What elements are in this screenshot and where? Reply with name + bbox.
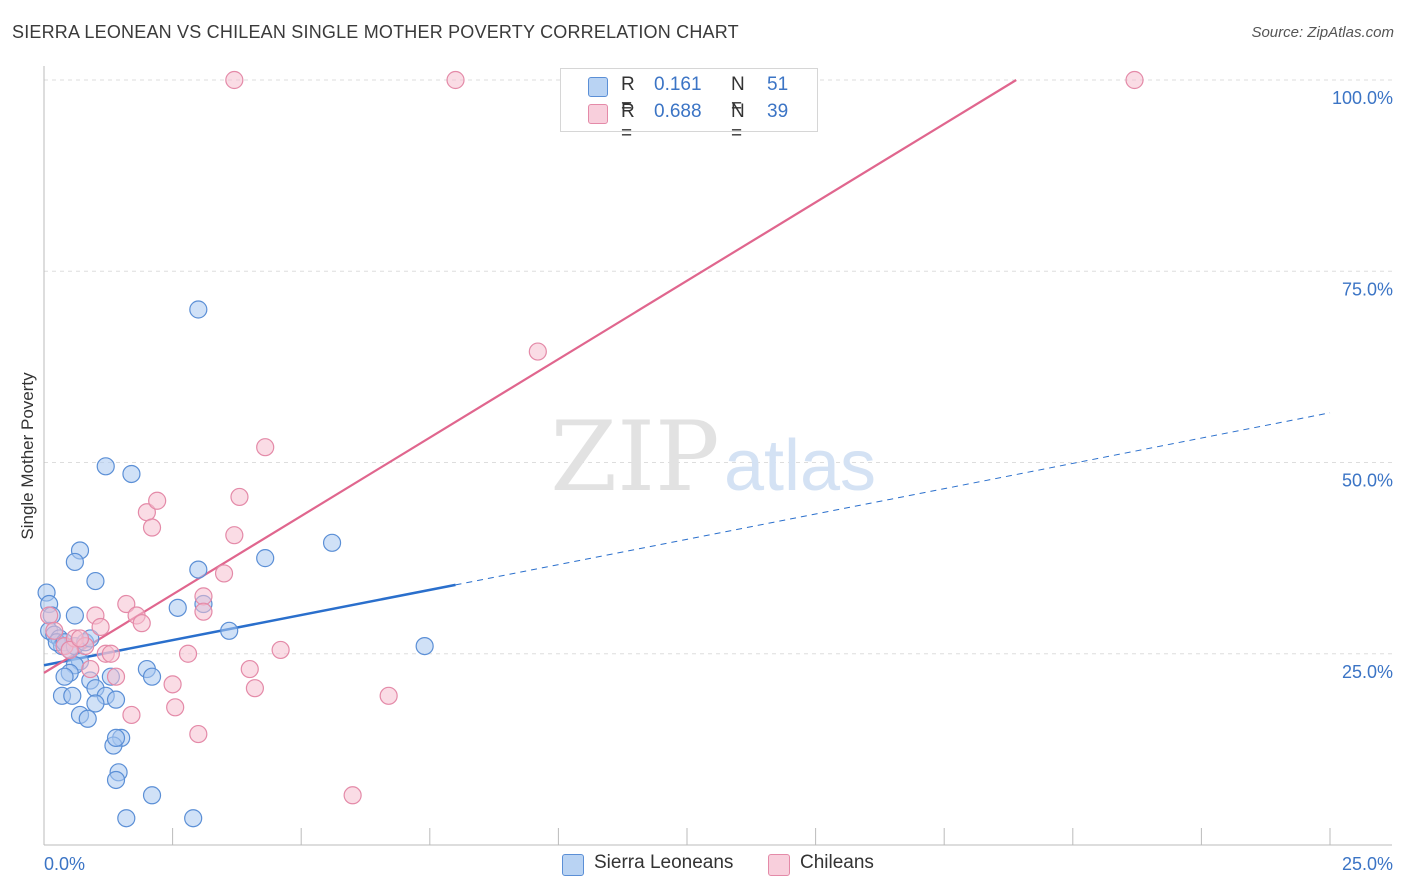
legend-swatch-pink: [588, 104, 608, 124]
y-tick-label: 100.0%: [1332, 88, 1393, 108]
data-point-sierra-leoneans: [184, 809, 203, 828]
data-point-chileans: [81, 659, 100, 679]
data-point-chileans: [163, 675, 182, 694]
data-point-chileans: [194, 602, 213, 621]
legend-swatch-blue: [588, 77, 608, 97]
data-point-chileans: [142, 518, 162, 537]
y-tick-label: 50.0%: [1342, 471, 1393, 491]
correlation-legend: R = 0.161 N = 51 R = 0.688 N = 39: [560, 68, 818, 144]
data-point-chileans: [240, 659, 259, 679]
data-point-sierra-leoneans: [189, 560, 208, 579]
data-point-chileans: [245, 679, 265, 698]
data-point-sierra-leoneans: [86, 571, 105, 591]
data-point-chileans: [189, 724, 208, 744]
data-point-sierra-leoneans: [106, 770, 126, 790]
data-point-sierra-leoneans: [322, 533, 342, 552]
data-point-sierra-leoneans: [65, 606, 84, 625]
data-point-chileans: [45, 621, 64, 640]
data-point-chileans: [343, 786, 362, 805]
data-point-chileans: [379, 686, 398, 705]
data-point-chileans: [166, 698, 185, 717]
legend-n-value: 51: [767, 74, 789, 95]
source-credit: Source: ZipAtlas.com: [1251, 24, 1394, 41]
y-tick-label: 75.0%: [1342, 279, 1393, 299]
data-point-sierra-leoneans: [86, 694, 105, 713]
data-point-chileans: [230, 487, 249, 507]
watermark-atlas: atlas: [724, 426, 876, 506]
data-point-sierra-leoneans: [415, 636, 434, 656]
axes: [43, 66, 1392, 846]
x-tick-label-min: 0.0%: [44, 854, 85, 874]
data-point-chileans: [117, 594, 136, 614]
data-point-chileans: [60, 640, 79, 660]
data-point-sierra-leoneans: [122, 464, 141, 484]
data-point-chileans: [178, 644, 198, 663]
legend-n-label: N =: [731, 74, 745, 117]
legend-n-label: N =: [731, 101, 745, 144]
data-point-chileans: [132, 614, 151, 633]
data-point-chileans: [148, 491, 167, 510]
data-point-sierra-leoneans: [106, 690, 126, 709]
data-point-sierra-leoneans: [117, 809, 136, 828]
watermark-zip: ZIP: [550, 401, 719, 513]
legend-r-label: R =: [621, 74, 635, 117]
legend-r-label: R =: [621, 101, 635, 144]
data-point-chileans: [101, 644, 120, 663]
series-sierra-leoneans: [37, 300, 434, 828]
trend-line-sierra-leoneans-extension: [455, 412, 1331, 586]
data-point-sierra-leoneans: [63, 686, 82, 705]
data-point-sierra-leoneans: [55, 667, 74, 686]
data-point-chileans: [528, 342, 547, 361]
data-point-sierra-leoneans: [220, 621, 239, 640]
data-point-chileans: [70, 629, 90, 648]
data-point-chileans: [225, 70, 244, 90]
x-tick-label-max: 25.0%: [1342, 854, 1393, 874]
data-point-sierra-leoneans: [142, 786, 162, 805]
legend-r-value: 0.688: [654, 101, 702, 122]
tick-labels: 25.0% 50.0% 75.0% 100.0% 0.0% 25.0%: [44, 88, 1393, 874]
legend-label: Chileans: [800, 852, 874, 873]
data-point-sierra-leoneans: [106, 728, 126, 748]
data-point-chileans: [40, 606, 59, 625]
chart-title: SIERRA LEONEAN VS CHILEAN SINGLE MOTHER …: [12, 22, 739, 42]
legend-swatch-pink: [768, 854, 790, 876]
grid-lines: [44, 79, 1392, 655]
series-chileans: [40, 70, 1144, 805]
legend-r-value: 0.161: [654, 74, 702, 95]
trend-line-chileans: [43, 79, 1017, 674]
data-point-chileans: [122, 705, 141, 725]
data-point-chileans: [271, 640, 290, 660]
data-point-sierra-leoneans: [142, 667, 162, 686]
legend-label: Sierra Leoneans: [594, 852, 734, 873]
data-point-chileans: [225, 526, 244, 545]
trend-lines: [43, 79, 1331, 674]
data-point-chileans: [256, 438, 275, 457]
legend-n-value: 39: [767, 101, 789, 122]
data-point-chileans: [446, 70, 465, 90]
data-point-sierra-leoneans: [189, 300, 208, 319]
data-point-sierra-leoneans: [78, 709, 97, 728]
data-point-chileans: [1125, 70, 1144, 90]
data-point-sierra-leoneans: [168, 598, 187, 617]
data-point-chileans: [194, 587, 213, 606]
data-point-chileans: [91, 617, 110, 637]
data-point-sierra-leoneans: [65, 552, 84, 572]
legend-swatch-blue: [562, 854, 584, 876]
data-point-chileans: [106, 667, 126, 686]
data-point-chileans: [214, 564, 234, 583]
data-point-sierra-leoneans: [256, 549, 275, 568]
y-tick-label: 25.0%: [1342, 662, 1393, 682]
data-point-sierra-leoneans: [96, 457, 115, 476]
